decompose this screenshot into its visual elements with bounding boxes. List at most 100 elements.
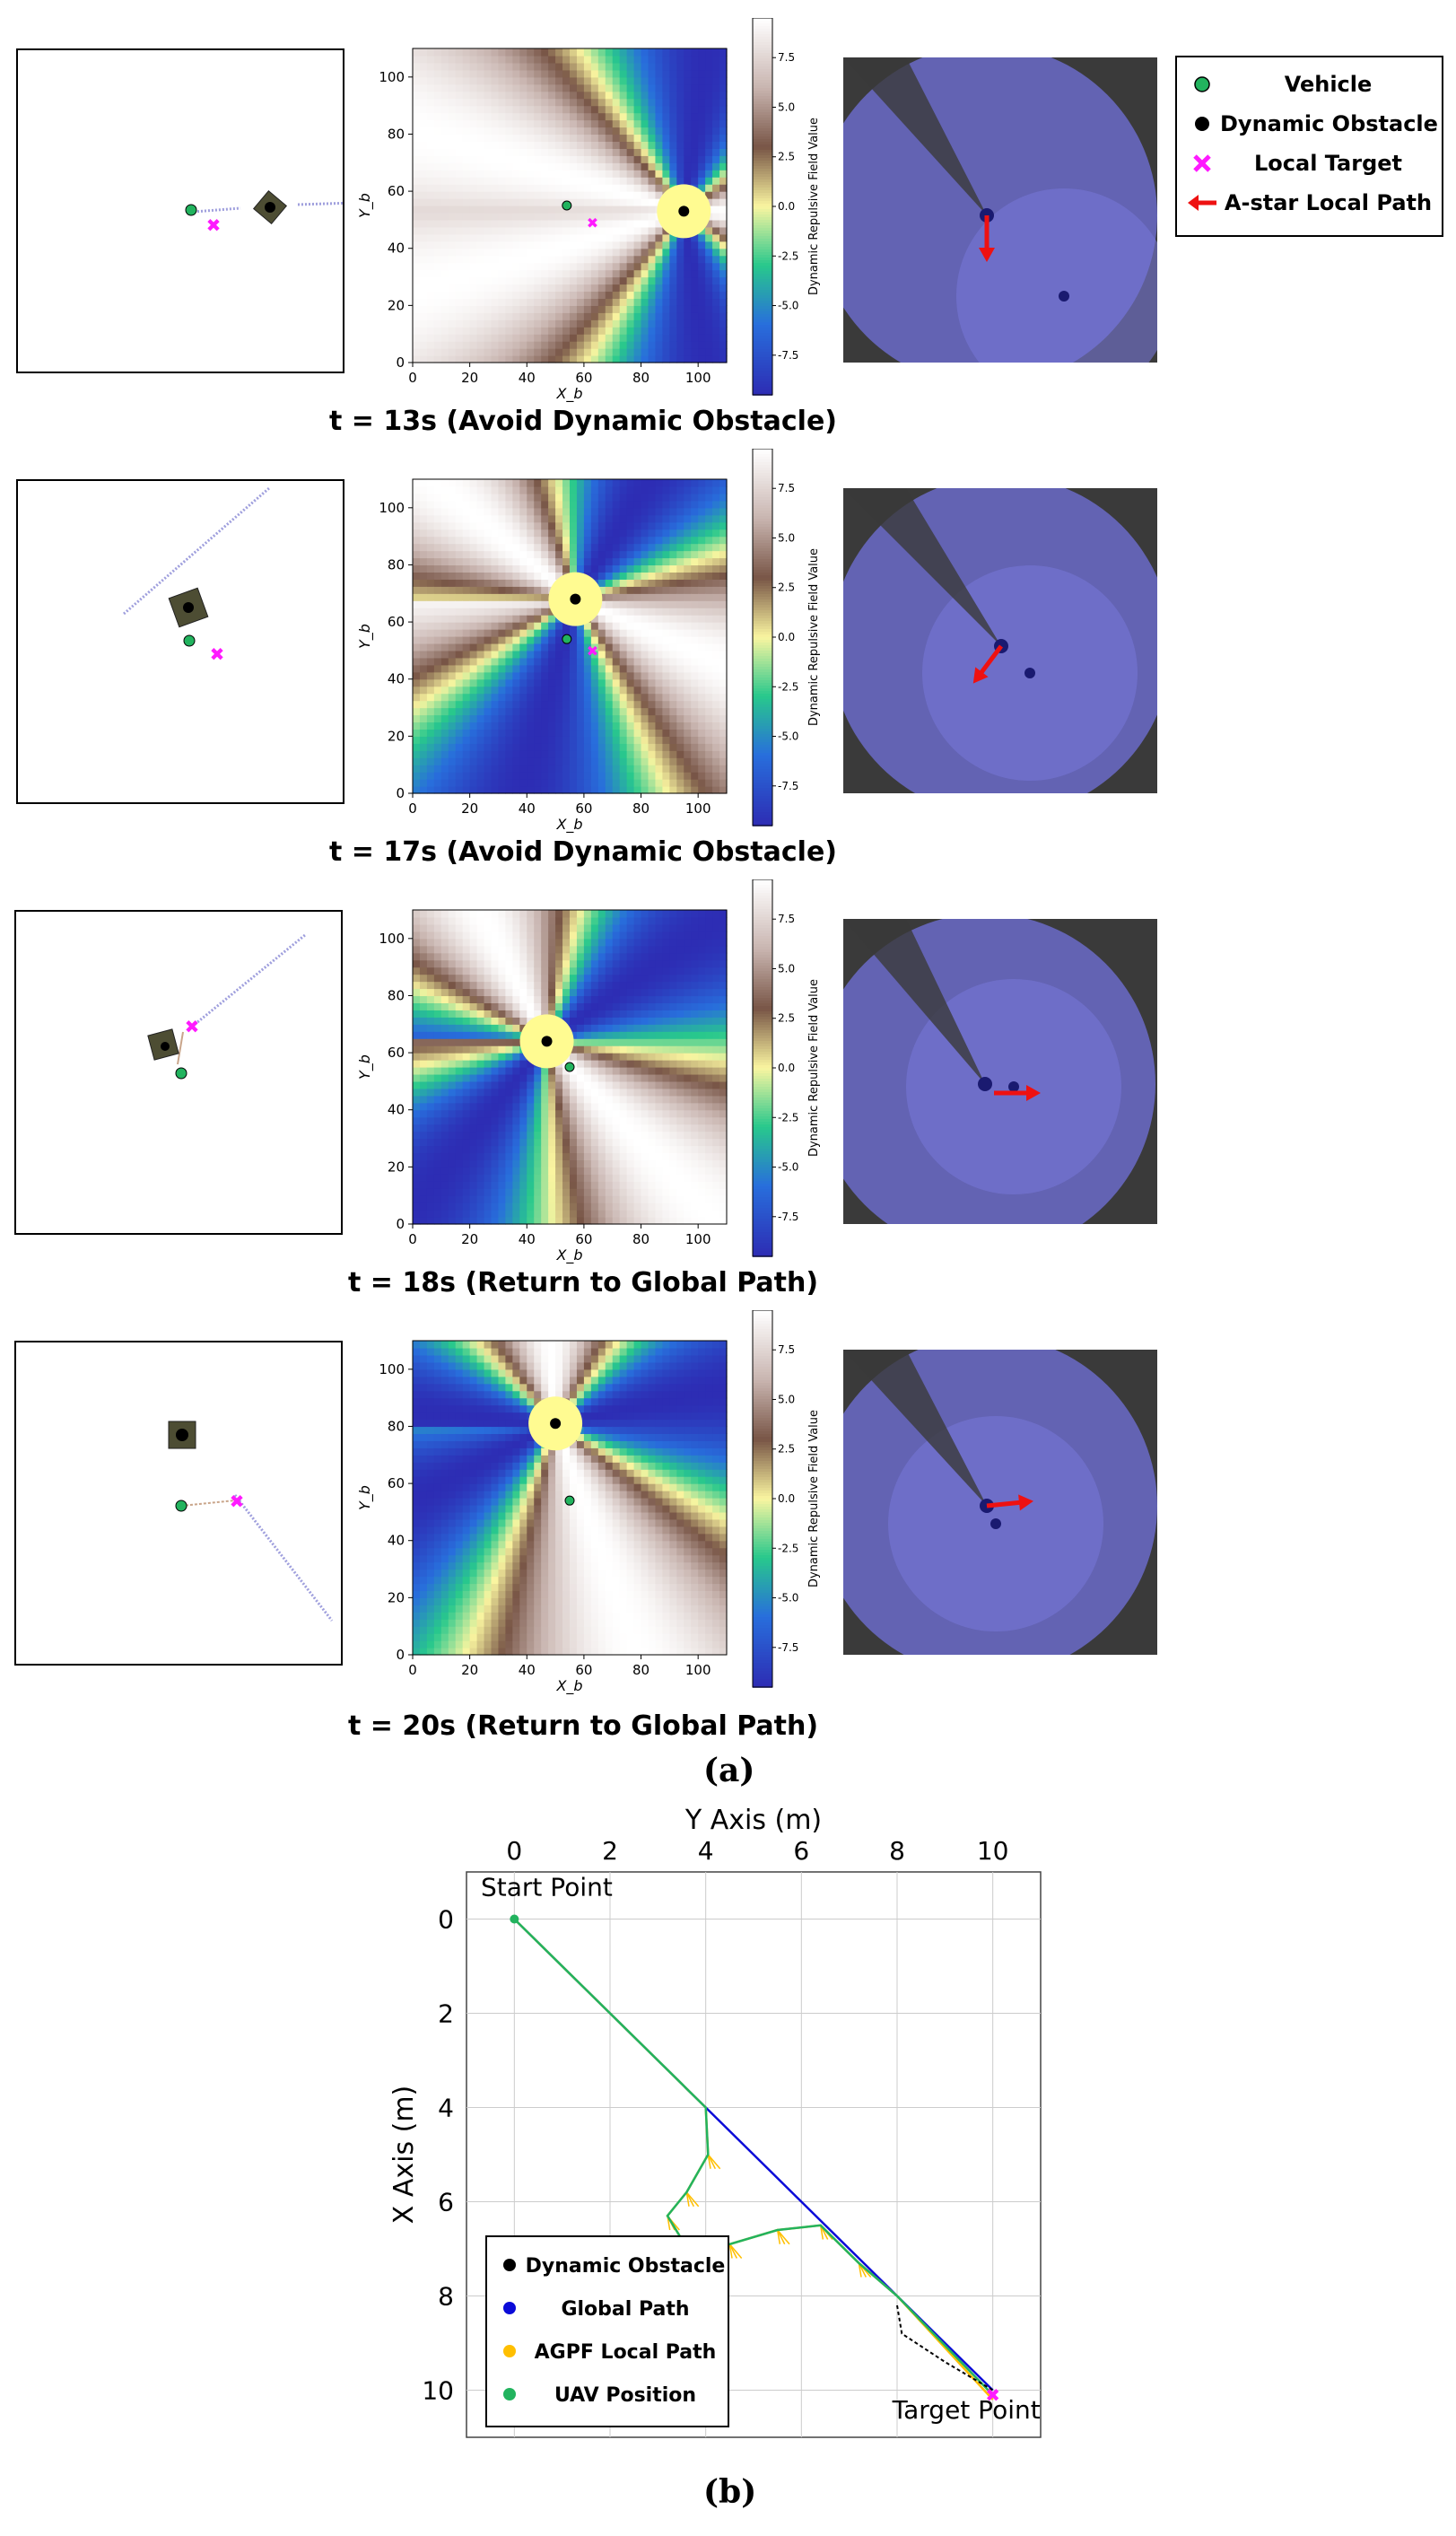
heatmap-cell [419, 83, 428, 92]
heatmap-cell [684, 686, 692, 695]
heatmap-cell [583, 62, 592, 71]
heatmap-cell [413, 1116, 421, 1125]
heatmap-cell [413, 931, 421, 940]
heatmap-cell [519, 910, 527, 918]
heatmap-cell [570, 319, 578, 328]
heatmap-cell [413, 1152, 421, 1161]
heatmap-cell [413, 608, 421, 616]
heatmap-cell [662, 507, 670, 516]
heatmap-cell [684, 305, 692, 313]
heatmap-cell [448, 916, 457, 925]
heatmap-cell [641, 550, 650, 559]
heatmap-cell [498, 1159, 507, 1167]
heatmap-cell [576, 119, 585, 128]
heatmap-cell [541, 707, 549, 716]
heatmap-cell [626, 76, 635, 85]
heatmap-cell [455, 355, 464, 363]
heatmap-cell [426, 83, 435, 92]
heatmap-cell [462, 693, 471, 702]
heatmap-cell [440, 1024, 449, 1032]
heatmap-cell [590, 671, 599, 680]
heatmap-cell [519, 226, 527, 235]
heatmap-cell [505, 327, 513, 335]
heatmap-cell [641, 543, 650, 552]
heatmap-cell [519, 83, 527, 92]
heatmap-cell [448, 729, 457, 737]
heatmap-cell [527, 600, 535, 608]
heatmap-cell [576, 91, 585, 100]
heatmap-cell [583, 91, 592, 100]
heatmap-cell [655, 572, 664, 580]
heatmap-cell [583, 479, 592, 487]
heatmap-cell [469, 1167, 478, 1175]
heatmap-cell [527, 586, 535, 594]
heatmap-cell [505, 500, 513, 509]
heatmap-cell [576, 700, 585, 709]
colorbar-swatch [753, 290, 772, 293]
heatmap-cell [541, 83, 549, 92]
heatmap-cell [562, 786, 571, 794]
colorbar-swatch [753, 497, 772, 501]
heatmap-cell [498, 1195, 507, 1203]
heatmap-cell [684, 572, 692, 580]
heatmap-cell [426, 974, 435, 983]
heatmap-cell [440, 707, 449, 716]
heatmap-cell [548, 219, 556, 228]
heatmap-cell [469, 240, 478, 249]
heatmap-cell [433, 198, 442, 206]
heatmap-cell [469, 743, 478, 751]
heatmap-cell [527, 312, 535, 320]
heatmap-cell [440, 269, 449, 278]
heatmap-cell [455, 995, 464, 1004]
heatmap-cell [413, 945, 421, 954]
heatmap-cell [691, 600, 699, 608]
colorbar-swatch [753, 42, 772, 46]
heatmap-cell [534, 586, 542, 594]
heatmap-cell [684, 608, 692, 616]
colorbar-swatch [753, 564, 772, 568]
heatmap-cell [498, 1167, 507, 1175]
heatmap-cell [498, 1080, 507, 1089]
heatmap-cell [433, 1010, 442, 1018]
heatmap-cell [669, 485, 677, 494]
heatmap-cell [512, 1060, 520, 1068]
heatmap-cell [605, 479, 614, 487]
heatmap-cell [462, 543, 471, 552]
heatmap-cell [712, 177, 720, 185]
heatmap-cell [491, 1010, 500, 1018]
heatmap-cell [433, 148, 442, 156]
heatmap-cell [476, 327, 485, 335]
heatmap-cell [684, 550, 692, 559]
heatmap-cell [419, 212, 428, 221]
heatmap-cell [469, 83, 478, 92]
heatmap-cell [476, 1174, 485, 1182]
heatmap-cell [448, 1010, 457, 1018]
heatmap-cell [527, 240, 535, 249]
heatmap-cell [455, 479, 464, 487]
heatmap-cell [655, 355, 664, 363]
heatmap-cell [662, 298, 670, 306]
heatmap-cell [426, 177, 435, 185]
y-tick-label: 60 [388, 183, 405, 199]
heatmap-cell [469, 966, 478, 975]
heatmap-cell [619, 779, 628, 787]
heatmap-cell [698, 629, 706, 637]
heatmap-cell [484, 1109, 493, 1118]
heatmap-cell [633, 721, 642, 730]
heatmap-cell [519, 1109, 527, 1118]
heatmap-cell [612, 550, 621, 559]
heatmap-cell [413, 757, 421, 765]
heatmap-cell [570, 629, 578, 637]
heatmap-cell [669, 55, 677, 64]
heatmap-cell [433, 291, 442, 300]
heatmap-cell [691, 593, 699, 601]
heatmap-cell [576, 76, 585, 85]
heatmap-cell [419, 765, 428, 773]
heatmap-cell [583, 141, 592, 149]
heatmap-cell [476, 959, 485, 968]
heatmap-cell [698, 119, 706, 128]
heatmap-cell [491, 262, 500, 271]
heatmap-cell [641, 736, 650, 744]
colorbar-swatch [753, 279, 772, 283]
heatmap-cell [633, 643, 642, 651]
